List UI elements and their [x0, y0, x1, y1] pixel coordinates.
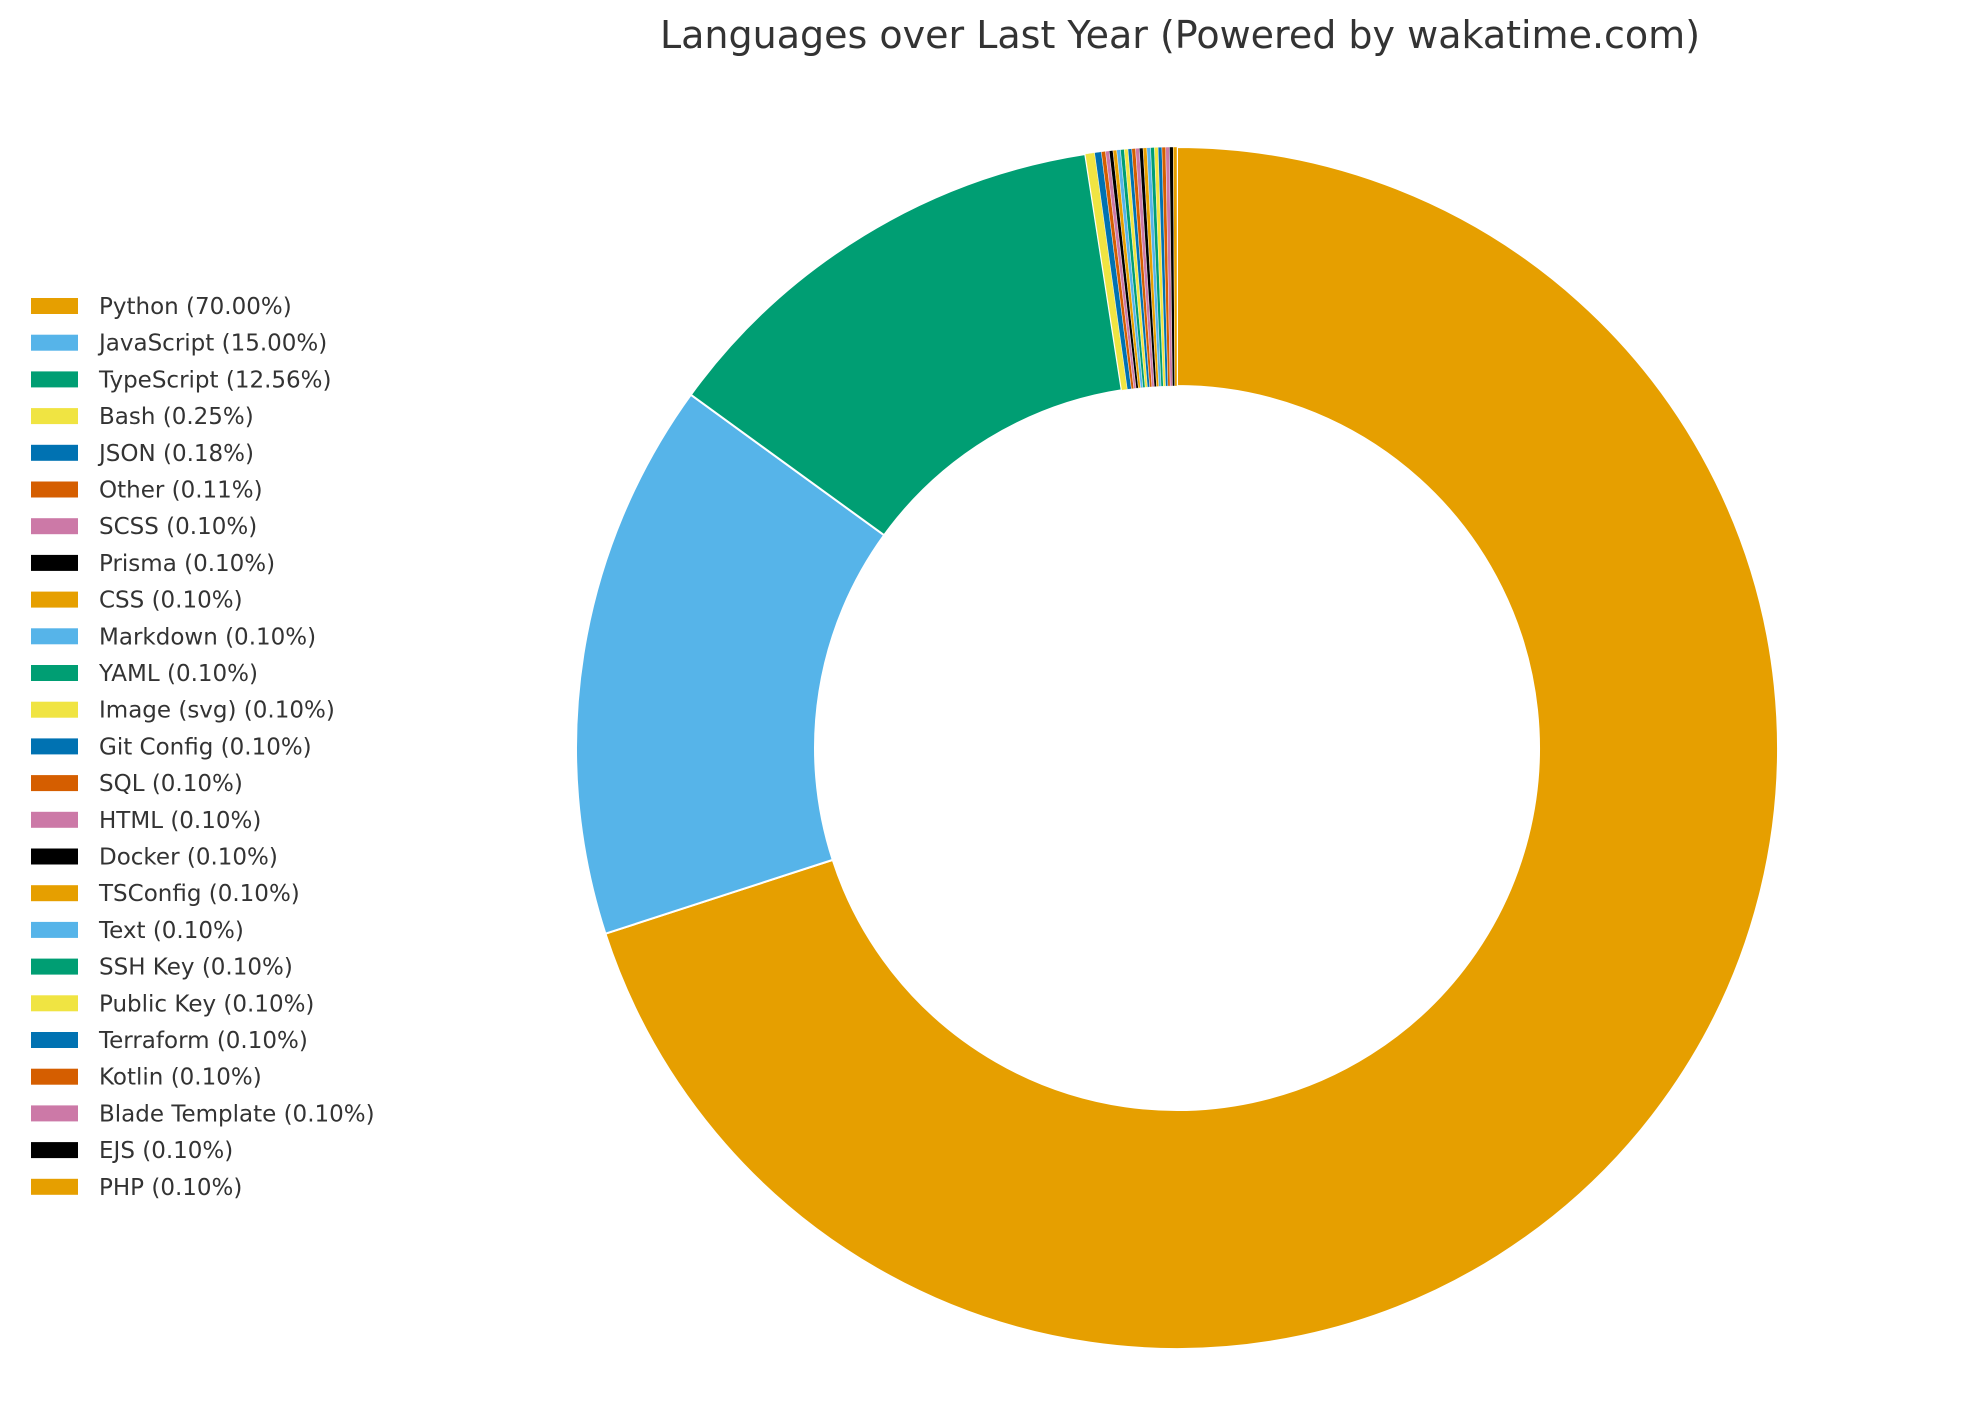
legend-swatch — [31, 481, 78, 498]
legend: Python (70.00%) JavaScript (15.00%) TypeSc… — [31, 294, 375, 1201]
legend-item-ejs: EJS (0.10%) — [31, 1138, 233, 1164]
legend-item-php: PHP (0.10%) — [31, 1175, 242, 1201]
legend-item-kotlin: Kotlin (0.10%) — [31, 1065, 262, 1091]
legend-label: Other (0.11%) — [99, 478, 263, 504]
legend-swatch — [31, 811, 78, 828]
legend-swatch — [31, 628, 78, 645]
legend-item-prisma: Prisma (0.10%) — [31, 551, 275, 577]
legend-swatch — [31, 1105, 78, 1122]
legend-swatch — [31, 885, 78, 902]
legend-label: Git Config (0.10%) — [99, 734, 312, 760]
legend-item-javascript: JavaScript (15.00%) — [31, 331, 327, 357]
legend-label: SSH Key (0.10%) — [99, 955, 293, 981]
legend-swatch — [31, 775, 78, 792]
legend-label: EJS (0.10%) — [99, 1138, 233, 1164]
legend-item-scss: SCSS (0.10%) — [31, 514, 257, 540]
legend-item-ssh-key: SSH Key (0.10%) — [31, 955, 293, 981]
legend-label: SQL (0.10%) — [99, 771, 243, 797]
slice-php — [1173, 146, 1178, 387]
legend-swatch — [31, 554, 78, 571]
legend-item-typescript: TypeScript (12.56%) — [31, 367, 332, 393]
slice-typescript — [689, 153, 1123, 537]
legend-swatch — [31, 995, 78, 1012]
legend-item-css: CSS (0.10%) — [31, 588, 243, 614]
legend-swatch — [31, 701, 78, 718]
legend-label: SCSS (0.10%) — [99, 514, 257, 540]
legend-label: Markdown (0.10%) — [99, 624, 316, 650]
legend-item-html: HTML (0.10%) — [31, 808, 261, 834]
legend-label: TSConfig (0.10%) — [98, 881, 300, 907]
legend-item-image-svg: Image (svg) (0.10%) — [31, 698, 335, 724]
legend-label: YAML (0.10%) — [98, 661, 258, 687]
donut-slices — [575, 146, 1779, 1350]
legend-item-json: JSON (0.18%) — [31, 441, 254, 467]
legend-item-docker: Docker (0.10%) — [31, 845, 278, 871]
legend-swatch — [31, 444, 78, 461]
legend-swatch — [31, 665, 78, 681]
legend-label: Prisma (0.10%) — [99, 551, 275, 577]
slice-javascript — [575, 393, 886, 935]
legend-label: Public Key (0.10%) — [99, 991, 314, 1017]
legend-swatch — [31, 408, 78, 425]
legend-item-tsconfig: TSConfig (0.10%) — [31, 881, 300, 907]
legend-item-bash: Bash (0.25%) — [31, 404, 254, 430]
legend-label: Terraform (0.10%) — [98, 1028, 308, 1054]
legend-item-public-key: Public Key (0.10%) — [31, 991, 314, 1017]
legend-item-sql: SQL (0.10%) — [31, 771, 243, 797]
legend-item-blade-template: Blade Template (0.10%) — [31, 1101, 375, 1127]
slice-python — [604, 146, 1779, 1350]
legend-swatch — [31, 921, 78, 938]
legend-swatch — [31, 518, 78, 535]
legend-swatch — [31, 334, 78, 351]
legend-swatch — [31, 298, 78, 314]
legend-label: JavaScript (15.00%) — [97, 331, 327, 357]
legend-item-git-config: Git Config (0.10%) — [31, 734, 312, 760]
legend-label: CSS (0.10%) — [99, 588, 243, 614]
legend-label: Kotlin (0.10%) — [99, 1065, 262, 1091]
legend-swatch — [31, 591, 78, 608]
legend-label: Text (0.10%) — [98, 918, 244, 944]
legend-label: HTML (0.10%) — [99, 808, 261, 834]
legend-swatch — [31, 738, 78, 755]
legend-item-yaml: YAML (0.10%) — [31, 661, 258, 687]
chart-title: Languages over Last Year (Powered by wak… — [660, 13, 1700, 57]
legend-swatch — [31, 371, 78, 388]
legend-label: Blade Template (0.10%) — [99, 1101, 375, 1127]
legend-swatch — [31, 1032, 78, 1048]
legend-swatch — [31, 1068, 78, 1085]
legend-item-terraform: Terraform (0.10%) — [31, 1028, 308, 1054]
legend-item-other: Other (0.11%) — [31, 478, 263, 504]
legend-label: Image (svg) (0.10%) — [99, 698, 335, 724]
legend-label: TypeScript (12.56%) — [98, 367, 332, 393]
legend-swatch — [31, 848, 78, 865]
legend-label: JSON (0.18%) — [97, 441, 254, 467]
legend-item-markdown: Markdown (0.10%) — [31, 624, 316, 650]
legend-item-python: Python (70.00%) — [31, 294, 292, 320]
legend-swatch — [31, 958, 78, 975]
legend-label: Python (70.00%) — [99, 294, 292, 320]
legend-label: PHP (0.10%) — [99, 1175, 242, 1201]
legend-swatch — [31, 1178, 78, 1195]
legend-label: Bash (0.25%) — [99, 404, 254, 430]
legend-swatch — [31, 1142, 78, 1159]
legend-item-text: Text (0.10%) — [31, 918, 244, 944]
legend-label: Docker (0.10%) — [99, 845, 278, 871]
